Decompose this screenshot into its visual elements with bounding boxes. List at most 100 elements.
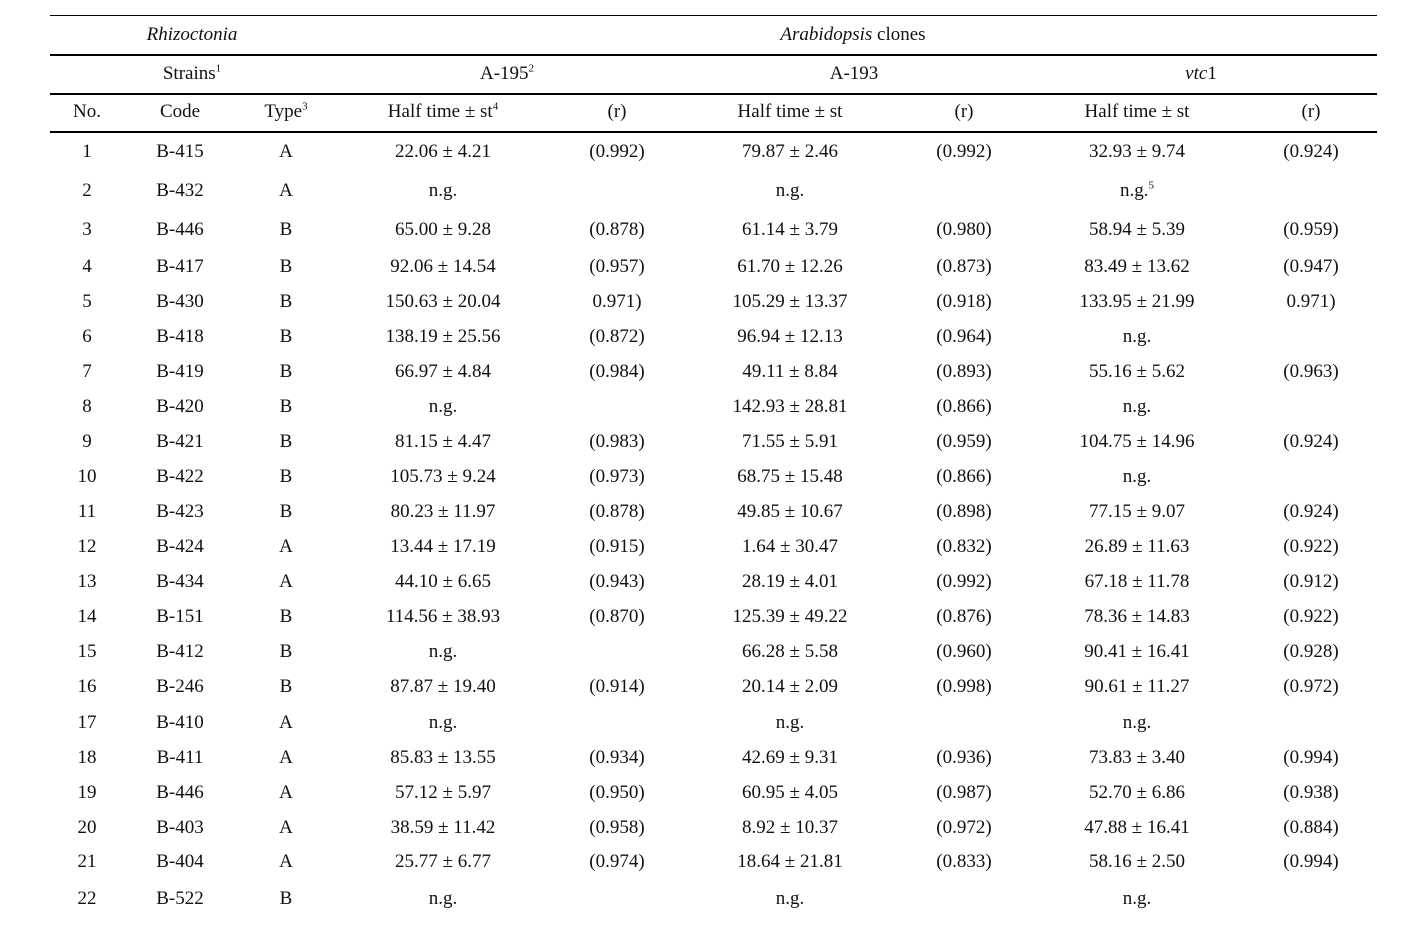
cell-half-time-a193: 49.85 ± 10.67 xyxy=(737,501,843,522)
cell-code: B-403 xyxy=(156,817,204,838)
cell-r-a193: (0.918) xyxy=(936,291,992,312)
cell-no: 1 xyxy=(82,141,92,162)
cell-r-a195: (0.915) xyxy=(589,536,645,557)
cell-half-time-a193: 68.75 ± 15.48 xyxy=(737,466,843,487)
cell-half-time-a195: 114.56 ± 38.93 xyxy=(385,606,501,627)
cell-half-time-a195: 66.97 ± 4.84 xyxy=(395,361,491,382)
cell-half-time-vtc1: 90.41 ± 16.41 xyxy=(1084,641,1190,662)
cell-type: A xyxy=(279,571,293,592)
cell-r-a193: (0.833) xyxy=(936,851,992,872)
cell-half-time-a195: n.g. xyxy=(428,180,458,201)
header-rule-2 xyxy=(50,93,1377,95)
cell-r-a193: (0.866) xyxy=(936,466,992,487)
cell-r-vtc1: (0.938) xyxy=(1283,782,1339,803)
cell-half-time-vtc1: 78.36 ± 14.83 xyxy=(1084,606,1190,627)
cell-half-time-vtc1: 104.75 ± 14.96 xyxy=(1079,431,1195,452)
cell-type: B xyxy=(279,676,293,697)
cell-r-a195: (0.984) xyxy=(589,361,645,382)
cell-type: A xyxy=(279,536,293,557)
cell-half-time-vtc1: n.g. xyxy=(1122,888,1152,909)
cell-half-time-a193: n.g. xyxy=(775,888,805,909)
cell-r-a193: (0.832) xyxy=(936,536,992,557)
cell-half-time-vtc1: n.g. xyxy=(1122,466,1152,487)
header-arabidopsis-clones: Arabidopsis clones xyxy=(780,24,926,45)
cell-type: A xyxy=(279,712,293,733)
cell-r-a195: (0.957) xyxy=(589,256,645,277)
cell-r-a193: (0.936) xyxy=(936,747,992,768)
cell-code: B-418 xyxy=(156,326,204,347)
header-a193: A-193 xyxy=(829,63,879,84)
cell-code: B-420 xyxy=(156,396,204,417)
cell-r-a193: (0.866) xyxy=(936,396,992,417)
cell-half-time-a193: 8.92 ± 10.37 xyxy=(742,817,838,838)
cell-half-time-a195: n.g. xyxy=(428,641,458,662)
cell-r-a193: (0.998) xyxy=(936,676,992,697)
cell-code: B-432 xyxy=(156,180,204,201)
cell-half-time-vtc1: 90.61 ± 11.27 xyxy=(1084,676,1190,697)
cell-half-time-a195: 138.19 ± 25.56 xyxy=(385,326,501,347)
cell-r-a193: (0.876) xyxy=(936,606,992,627)
cell-half-time-a195: n.g. xyxy=(428,888,458,909)
cell-code: B-421 xyxy=(156,431,204,452)
cell-r-a193: (0.992) xyxy=(936,141,992,162)
col-header-no: No. xyxy=(73,101,101,122)
cell-code: B-424 xyxy=(156,536,204,557)
cell-type: B xyxy=(279,219,293,240)
cell-half-time-a195: 87.87 ± 19.40 xyxy=(390,676,496,697)
cell-type: A xyxy=(279,782,293,803)
cell-no: 14 xyxy=(77,606,97,627)
cell-type: B xyxy=(279,501,293,522)
cell-r-a193: (0.980) xyxy=(936,219,992,240)
cell-r-a193: (0.992) xyxy=(936,571,992,592)
cell-half-time-vtc1: 47.88 ± 16.41 xyxy=(1084,817,1190,838)
cell-code: B-415 xyxy=(156,141,204,162)
cell-no: 3 xyxy=(82,219,92,240)
cell-type: B xyxy=(279,466,293,487)
cell-r-vtc1: (0.924) xyxy=(1283,501,1339,522)
cell-r-vtc1: (0.994) xyxy=(1283,747,1339,768)
cell-type: B xyxy=(279,361,293,382)
col-header-r-vtc1: (r) xyxy=(1301,101,1321,122)
cell-r-vtc1: (0.972) xyxy=(1283,676,1339,697)
cell-r-a195: (0.914) xyxy=(589,676,645,697)
cell-type: B xyxy=(279,888,293,909)
cell-half-time-vtc1: n.g.5 xyxy=(1120,179,1154,201)
cell-half-time-a193: 1.64 ± 30.47 xyxy=(742,536,838,557)
cell-half-time-a193: 79.87 ± 2.46 xyxy=(742,141,838,162)
col-header-half-time-a193: Half time ± st xyxy=(737,101,843,122)
cell-r-vtc1: (0.922) xyxy=(1283,536,1339,557)
cell-half-time-a193: 61.70 ± 12.26 xyxy=(737,256,843,277)
cell-half-time-a193: 61.14 ± 3.79 xyxy=(742,219,838,240)
cell-code: B-151 xyxy=(156,606,204,627)
header-rule-3 xyxy=(50,131,1377,133)
cell-no: 20 xyxy=(77,817,97,838)
cell-r-a193: (0.960) xyxy=(936,641,992,662)
cell-code: B-430 xyxy=(156,291,204,312)
cell-half-time-a195: 81.15 ± 4.47 xyxy=(395,431,491,452)
col-header-r-a193: (r) xyxy=(954,101,974,122)
cell-r-a195: (0.973) xyxy=(589,466,645,487)
cell-half-time-a195: 65.00 ± 9.28 xyxy=(395,219,491,240)
cell-half-time-vtc1: 58.16 ± 2.50 xyxy=(1089,851,1185,872)
cell-half-time-a195: 150.63 ± 20.04 xyxy=(385,291,501,312)
cell-code: B-446 xyxy=(156,782,204,803)
cell-type: A xyxy=(279,747,293,768)
cell-no: 4 xyxy=(82,256,92,277)
cell-r-vtc1: (0.947) xyxy=(1283,256,1339,277)
cell-r-a193: (0.959) xyxy=(936,431,992,452)
cell-code: B-434 xyxy=(156,571,204,592)
cell-half-time-vtc1: 83.49 ± 13.62 xyxy=(1084,256,1190,277)
cell-no: 11 xyxy=(77,501,97,522)
cell-code: B-411 xyxy=(156,747,204,768)
cell-half-time-a195: 22.06 ± 4.21 xyxy=(395,141,491,162)
cell-half-time-a193: n.g. xyxy=(775,180,805,201)
cell-half-time-a193: 71.55 ± 5.91 xyxy=(742,431,838,452)
cell-r-vtc1: (0.994) xyxy=(1283,851,1339,872)
col-header-code: Code xyxy=(159,101,201,122)
cell-type: A xyxy=(279,817,293,838)
cell-r-vtc1: (0.924) xyxy=(1283,431,1339,452)
cell-type: B xyxy=(279,291,293,312)
cell-r-vtc1: (0.884) xyxy=(1283,817,1339,838)
cell-half-time-vtc1: 77.15 ± 9.07 xyxy=(1089,501,1185,522)
cell-r-a195: (0.878) xyxy=(589,219,645,240)
